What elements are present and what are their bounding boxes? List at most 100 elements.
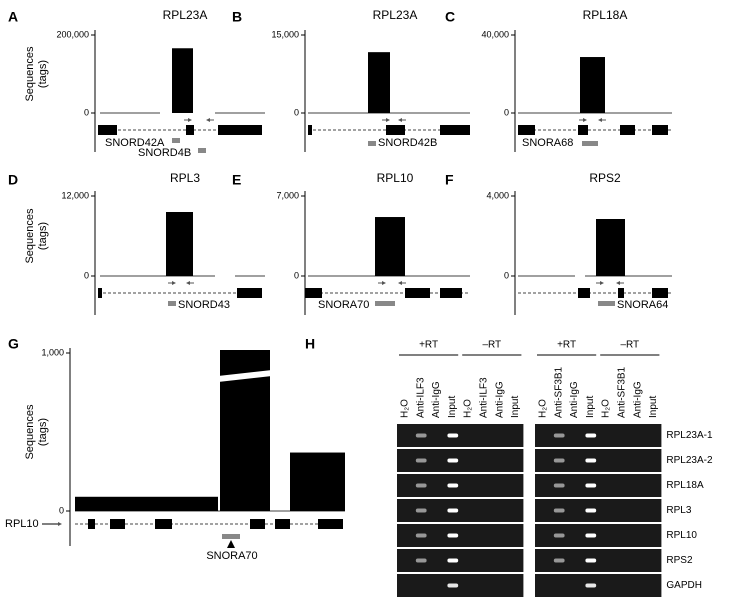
y-axis-label: (tags): [37, 222, 49, 250]
lane-label: Anti-IgG: [431, 381, 442, 418]
y-tick-label: 0: [294, 270, 299, 280]
gel-strip: [535, 474, 662, 497]
exon: [440, 288, 462, 298]
y-tick-label: 200,000: [56, 29, 89, 39]
coverage-bar: [375, 217, 405, 276]
gel-strip: [397, 424, 524, 447]
exon: [110, 519, 125, 529]
snorna-label: SNORD42A: [105, 137, 165, 149]
exon: [237, 288, 262, 298]
lane-label: Anti-ILF3: [415, 377, 426, 418]
group-label: +RT: [419, 340, 438, 351]
y-tick-label: 0: [294, 107, 299, 117]
snorna: [222, 534, 240, 539]
group-label: –RT: [620, 340, 639, 351]
panel-label: G: [8, 336, 19, 352]
coverage-bar: [75, 496, 218, 511]
snorna: [172, 138, 180, 143]
lane-label: Input: [585, 396, 596, 418]
gel-band: [415, 558, 427, 563]
y-tick-label: 7,000: [276, 190, 299, 200]
panel-title: RPL18A: [583, 8, 628, 22]
gel-strip: [397, 549, 524, 572]
exon: [652, 125, 668, 135]
gel-band: [415, 433, 427, 438]
y-tick-label: 12,000: [61, 190, 89, 200]
panel-title: RPL23A: [373, 8, 418, 22]
gel-strip: [535, 574, 662, 597]
gel-strip: [535, 499, 662, 522]
lane-label: Input: [447, 396, 458, 418]
coverage-bar: [166, 212, 193, 276]
panel-label: C: [445, 9, 455, 25]
exon: [88, 519, 95, 529]
y-axis-label: Sequences: [24, 404, 36, 460]
y-tick-label: 0: [84, 270, 89, 280]
gel-band: [553, 533, 565, 538]
snorna-label: SNORA64: [617, 299, 668, 311]
row-label: RPL23A-1: [666, 430, 713, 441]
exon: [250, 519, 265, 529]
panel-label: H: [305, 336, 315, 352]
lane-label: Anti-SF3B1: [553, 366, 564, 418]
exon: [155, 519, 172, 529]
group-label: +RT: [557, 340, 576, 351]
gel-strip: [535, 524, 662, 547]
snorna: [198, 148, 206, 153]
exon: [578, 125, 588, 135]
gel-band: [553, 508, 565, 513]
coverage-bar: [580, 57, 605, 113]
exon: [518, 125, 535, 135]
gel-strip: [397, 449, 524, 472]
gel-band: [447, 508, 459, 513]
gel-strip: [535, 449, 662, 472]
panel-label: E: [232, 172, 241, 188]
exon: [186, 125, 194, 135]
snorna: [598, 301, 615, 306]
gel-band: [447, 458, 459, 463]
y-axis-label: Sequences: [24, 208, 36, 264]
snorna-label: SNORD4B: [138, 147, 191, 159]
panel-title: RPS2: [589, 171, 621, 185]
track-label: RPL10: [5, 518, 39, 530]
row-label: GAPDH: [666, 580, 702, 591]
lane-label: Input: [510, 396, 521, 418]
pointer: [227, 540, 235, 548]
snorna-label: SNORA70: [206, 550, 257, 562]
exon: [305, 288, 322, 298]
panel-label: B: [232, 9, 242, 25]
gel-band: [447, 558, 459, 563]
exon: [652, 288, 668, 298]
panel-label: D: [8, 172, 18, 188]
coverage-bar: [290, 452, 345, 511]
exon: [218, 125, 262, 135]
lane-label: Anti-IgG: [494, 381, 505, 418]
exon: [405, 288, 430, 298]
y-axis-label: Sequences: [24, 46, 36, 102]
panel-title: RPL23A: [163, 8, 208, 22]
exon: [308, 125, 312, 135]
gel-band: [553, 483, 565, 488]
panel-title: RPL10: [377, 171, 414, 185]
lane-label: Anti-IgG: [569, 381, 580, 418]
y-tick-label: 40,000: [481, 29, 509, 39]
coverage-bar: [172, 48, 193, 114]
gel-band: [585, 483, 597, 488]
lane-label: H₂O: [538, 399, 549, 418]
gel-band: [415, 458, 427, 463]
exon: [440, 125, 470, 135]
gel-strip: [397, 574, 524, 597]
gel-band: [585, 433, 597, 438]
row-label: RPL10: [666, 530, 697, 541]
row-label: RPL23A-2: [666, 455, 713, 466]
y-tick-label: 1,000: [41, 347, 64, 357]
coverage-bar: [596, 219, 625, 276]
gel-band: [585, 558, 597, 563]
gel-band: [553, 458, 565, 463]
coverage-bar: [368, 52, 390, 113]
gel-band: [585, 458, 597, 463]
gel-band: [415, 533, 427, 538]
lane-label: Anti-SF3B1: [617, 366, 628, 418]
gel-band: [447, 533, 459, 538]
